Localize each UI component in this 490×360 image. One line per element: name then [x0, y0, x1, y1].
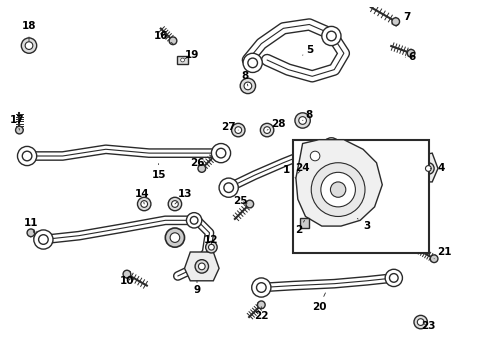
Circle shape — [206, 242, 217, 253]
Circle shape — [422, 163, 434, 174]
Circle shape — [198, 263, 205, 270]
Bar — [177, 56, 188, 64]
Text: 1: 1 — [283, 165, 295, 178]
Circle shape — [195, 260, 209, 273]
Circle shape — [323, 138, 340, 155]
Circle shape — [248, 58, 257, 68]
Circle shape — [25, 42, 33, 49]
Circle shape — [27, 229, 35, 237]
Text: 11: 11 — [24, 218, 38, 233]
Circle shape — [392, 18, 399, 26]
Circle shape — [310, 151, 320, 161]
Circle shape — [257, 283, 266, 292]
Text: 13: 13 — [175, 189, 192, 204]
Circle shape — [18, 147, 37, 166]
Polygon shape — [296, 140, 382, 226]
Polygon shape — [418, 153, 438, 182]
Circle shape — [211, 144, 231, 163]
Text: 19: 19 — [185, 50, 199, 60]
Text: 16: 16 — [154, 31, 173, 44]
Circle shape — [385, 269, 402, 287]
Text: 25: 25 — [233, 196, 248, 206]
Circle shape — [407, 49, 415, 57]
Text: 7: 7 — [396, 12, 411, 27]
Circle shape — [299, 117, 306, 124]
Text: 3: 3 — [357, 219, 370, 231]
Circle shape — [165, 228, 185, 247]
Circle shape — [390, 274, 398, 282]
Text: 9: 9 — [194, 281, 200, 296]
Circle shape — [257, 301, 265, 309]
Circle shape — [348, 207, 367, 226]
Circle shape — [244, 82, 252, 90]
Circle shape — [430, 255, 438, 262]
Circle shape — [219, 178, 238, 197]
Circle shape — [198, 165, 206, 172]
Bar — [293, 140, 429, 253]
Bar — [300, 219, 309, 228]
Circle shape — [327, 142, 336, 151]
Circle shape — [232, 123, 245, 137]
Circle shape — [172, 201, 178, 207]
Text: 4: 4 — [430, 163, 444, 174]
Text: 22: 22 — [254, 307, 269, 321]
Text: 8: 8 — [242, 71, 248, 86]
Text: 2: 2 — [295, 220, 304, 235]
Text: 20: 20 — [312, 293, 326, 312]
Circle shape — [322, 26, 341, 46]
Circle shape — [246, 200, 254, 208]
Text: 14: 14 — [135, 189, 149, 204]
Circle shape — [252, 278, 271, 297]
Circle shape — [170, 233, 180, 242]
Circle shape — [414, 315, 427, 329]
Text: 12: 12 — [204, 234, 219, 244]
Text: 21: 21 — [434, 247, 451, 259]
Circle shape — [352, 212, 362, 221]
Circle shape — [240, 78, 256, 94]
Text: 26: 26 — [190, 158, 204, 168]
Circle shape — [417, 319, 424, 325]
Circle shape — [22, 151, 32, 161]
Text: 17: 17 — [10, 116, 25, 130]
Circle shape — [123, 270, 131, 278]
Text: 15: 15 — [151, 163, 166, 180]
Circle shape — [425, 166, 431, 171]
Circle shape — [295, 113, 310, 128]
Circle shape — [224, 183, 233, 193]
Circle shape — [330, 182, 346, 197]
Circle shape — [235, 127, 242, 134]
Circle shape — [186, 213, 202, 228]
Circle shape — [216, 148, 226, 158]
Circle shape — [190, 216, 198, 224]
Text: 27: 27 — [221, 122, 238, 132]
Text: 23: 23 — [421, 321, 435, 331]
Circle shape — [209, 244, 214, 250]
Text: 6: 6 — [405, 52, 416, 62]
Circle shape — [16, 126, 23, 134]
Circle shape — [243, 53, 262, 72]
Circle shape — [141, 201, 147, 207]
Text: 10: 10 — [120, 276, 134, 286]
Circle shape — [264, 127, 270, 134]
Circle shape — [311, 163, 365, 216]
Circle shape — [181, 58, 185, 62]
Circle shape — [39, 235, 48, 244]
Text: 28: 28 — [267, 119, 285, 130]
Circle shape — [168, 197, 182, 211]
Circle shape — [169, 37, 177, 45]
Circle shape — [321, 172, 355, 207]
Text: 5: 5 — [303, 45, 313, 55]
Polygon shape — [185, 252, 219, 281]
Circle shape — [260, 123, 274, 137]
Circle shape — [327, 31, 336, 41]
Circle shape — [138, 197, 151, 211]
Circle shape — [34, 230, 53, 249]
Text: 8: 8 — [303, 110, 313, 121]
Text: 18: 18 — [22, 21, 36, 41]
Text: 24: 24 — [295, 163, 310, 174]
Circle shape — [22, 38, 37, 53]
